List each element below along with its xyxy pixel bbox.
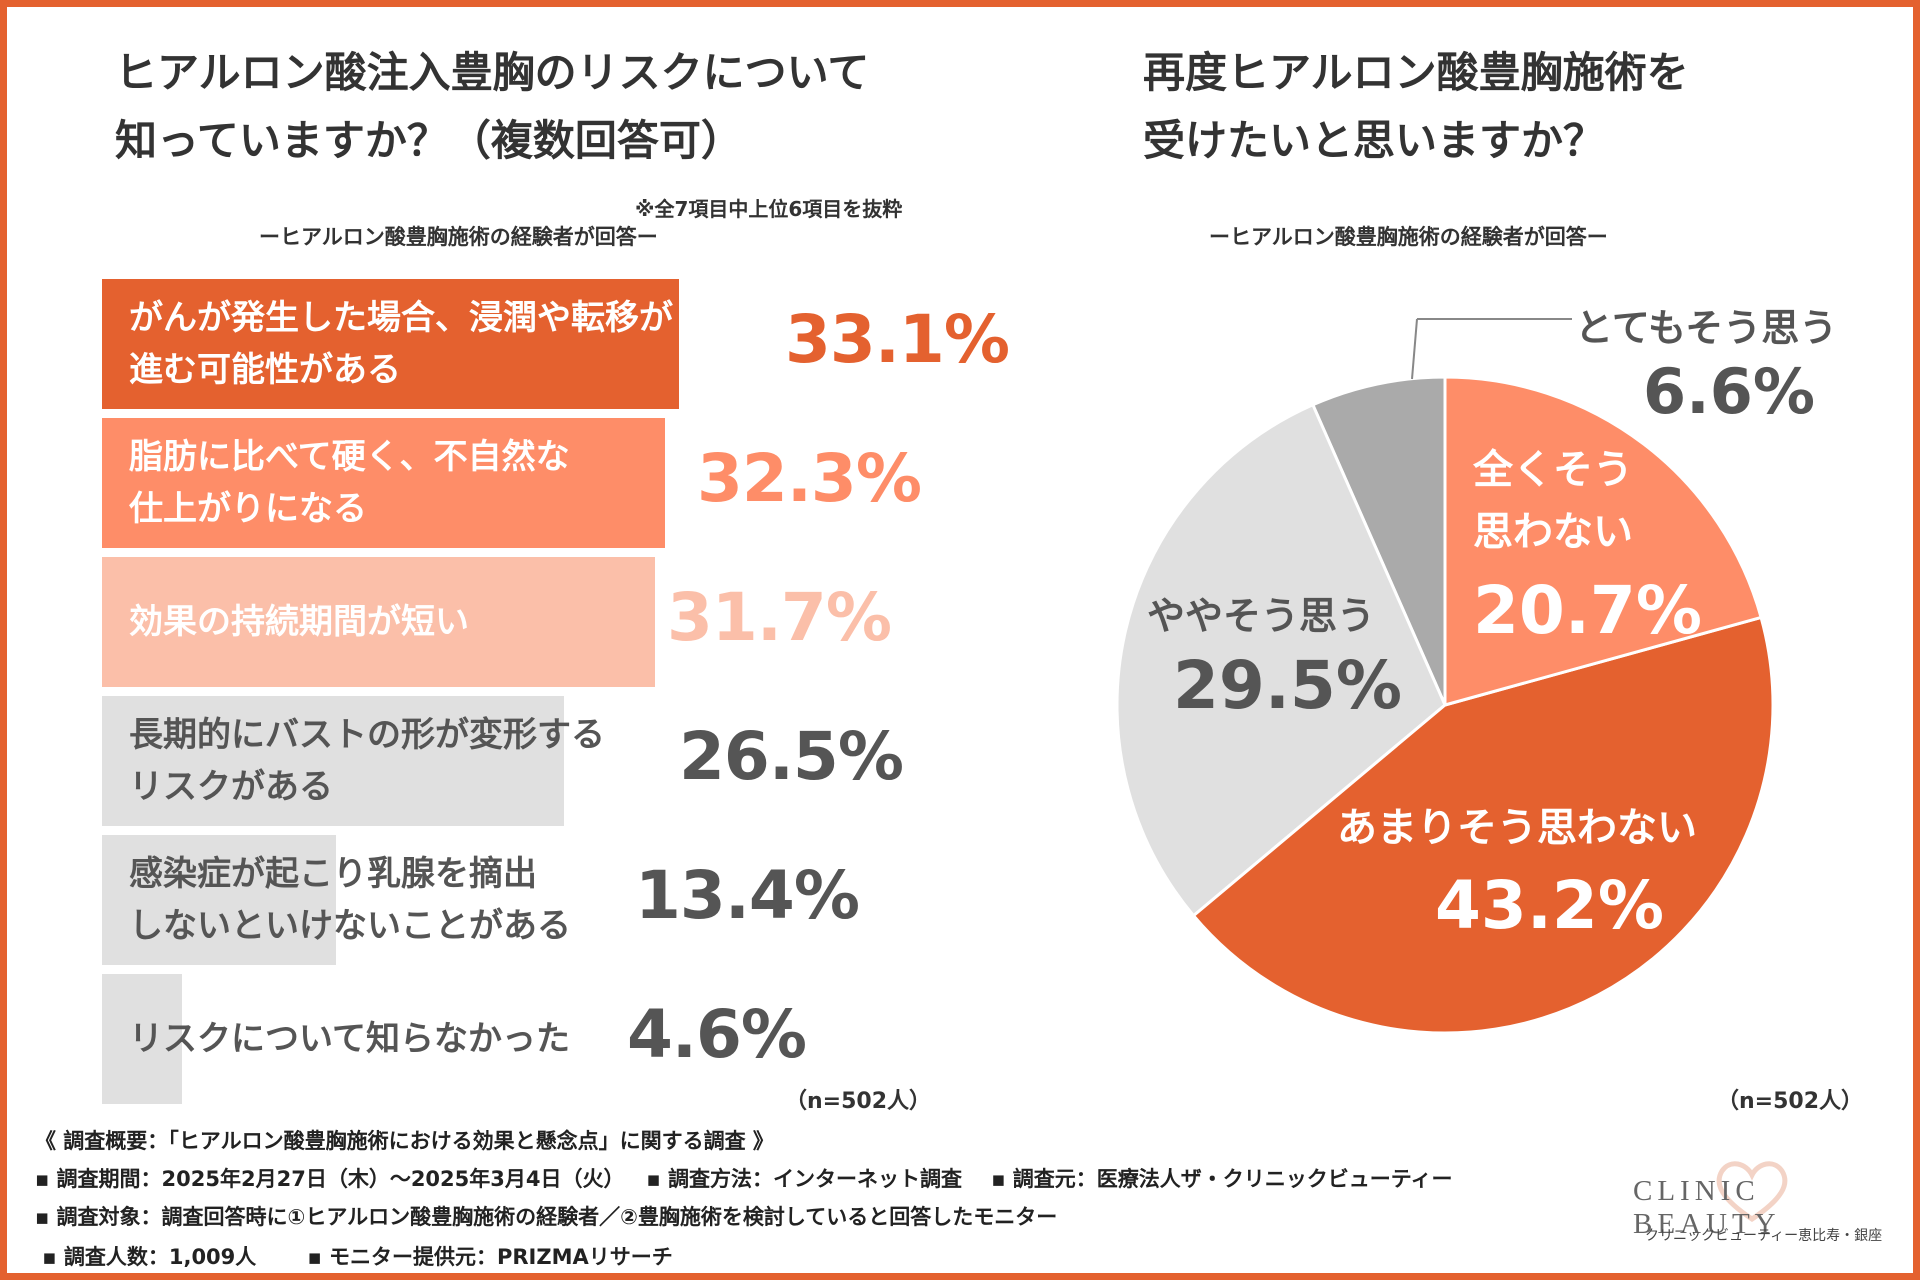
pie-label-value-1: 20.7%: [1473, 572, 1702, 649]
clinic-beauty-heart-logo-icon: [1716, 1161, 1788, 1223]
pie-leader-line-vertical: [1411, 318, 1418, 380]
footer-survey-title: 《 調査概要：「ヒアルロン酸豊胸施術における効果と懸念点」に関する調査 》: [35, 1129, 774, 1153]
pie-chart: [1115, 318, 1775, 1035]
pie-label-name-3: ややそう思う: [1147, 594, 1376, 638]
bar-label-1: がんが発生した場合、浸潤や転移が 進む可能性がある: [129, 298, 673, 390]
bar-label-2: 脂肪に比べて硬く、不自然な 仕上がりになる: [129, 437, 570, 529]
right-chart-title-line1: 再度ヒアルロン酸豊胸施術を: [1143, 48, 1689, 97]
pie-slice-4: [1310, 375, 1447, 706]
right-chart-n-label: （n=502人）: [1717, 1089, 1864, 1114]
bar-value-2: 32.3%: [697, 440, 922, 517]
bar-label-5: 感染症が起こり乳腺を摘出 しないといけないことがある: [129, 854, 571, 946]
pie-label-name-2: あまりそう思わない: [1337, 805, 1697, 851]
left-chart-n-label: （n=502人）: [785, 1089, 932, 1114]
pie-slice-2: [1191, 615, 1775, 1035]
left-chart-title-line1: ヒアルロン酸注入豊胸のリスクについて: [115, 48, 870, 97]
bar-5: [102, 835, 336, 965]
bar-3: [102, 557, 655, 687]
bar-2: [102, 418, 665, 548]
bar-value-3: 31.7%: [667, 579, 892, 656]
pie-slice-1: [1443, 375, 1763, 707]
bar-label-3: 効果の持続期間が短い: [129, 602, 469, 642]
logo-text: CLINIC BEAUTY: [1633, 1175, 1781, 1240]
bar-value-5: 13.4%: [635, 857, 860, 934]
right-chart-subtitle: ーヒアルロン酸豊胸施術の経験者が回答ー: [1209, 225, 1608, 249]
left-chart-subtitle: ーヒアルロン酸豊胸施術の経験者が回答ー: [259, 225, 658, 249]
bar-value-6: 4.6%: [627, 996, 807, 1073]
bar-4: [102, 696, 564, 826]
pie-label-value-2: 43.2%: [1435, 867, 1664, 944]
bar-label-6: リスクについて知らなかった: [129, 1019, 570, 1059]
pie-label-value-4: 6.6%: [1643, 355, 1815, 428]
bar-label-4: 長期的にバストの形が変形する リスクがある: [129, 715, 605, 807]
pie-slice-3: [1115, 402, 1447, 918]
left-chart-note: ※全7項目中上位6項目を抜粋: [635, 197, 903, 221]
pie-label-name-4: とてもそう思う: [1575, 306, 1838, 350]
left-chart-title-line2: 知っていますか？（複数回答可）: [115, 116, 743, 165]
logo-subtext: クリニックビューティー恵比寿・銀座: [1645, 1228, 1883, 1244]
bar-6: [102, 974, 182, 1104]
footer-survey-period: ▪ 調査期間：2025年2月27日（木）～2025年3月4日（火） ▪ 調査方法…: [35, 1167, 1453, 1191]
bar-value-1: 33.1%: [785, 301, 1010, 378]
footer-survey-count: ▪ 調査人数：1,009人 ▪ モニター提供元：PRIZMAリサーチ: [35, 1245, 673, 1269]
bar-value-4: 26.5%: [679, 718, 904, 795]
pie-label-value-3: 29.5%: [1173, 647, 1402, 724]
pie-label-name-1: 全くそう 思わない: [1473, 447, 1633, 555]
right-chart-title-line2: 受けたいと思いますか？: [1143, 116, 1606, 165]
bar-1: [102, 279, 679, 409]
footer-survey-target: ▪ 調査対象：調査回答時に①ヒアルロン酸豊胸施術の経験者／②豊胸施術を検討してい…: [35, 1205, 1058, 1229]
